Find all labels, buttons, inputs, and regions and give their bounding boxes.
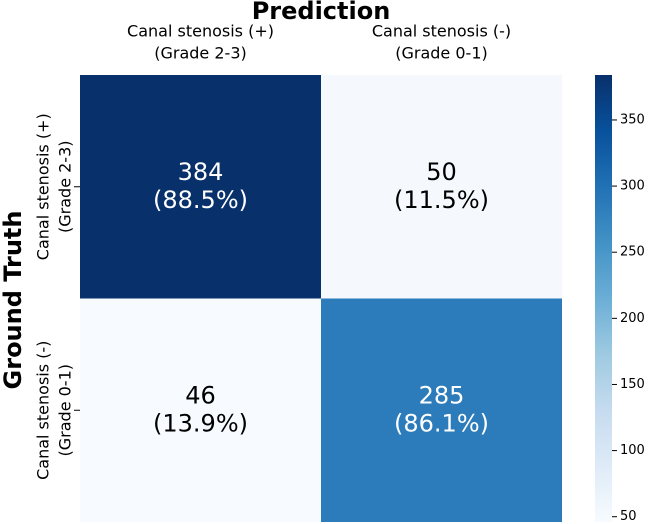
colorbar-tick-label: 200 [620,311,645,326]
cell-value: 50 [426,158,457,186]
heatmap-cell [321,75,562,299]
cell-percent: (86.1%) [394,409,489,437]
colorbar-tick-label: 100 [620,443,645,458]
cell-percent: (88.5%) [153,186,248,214]
y-axis-title: Ground Truth [0,211,27,390]
x-tick-label: (Grade 2-3) [154,44,246,63]
colorbar-tick-label: 150 [620,377,645,392]
cell-percent: (13.9%) [153,409,248,437]
heatmap-cell [321,298,562,522]
cell-value: 384 [178,158,224,186]
heatmap-cell [80,298,321,522]
cell-value: 46 [185,381,216,409]
y-tick-label: (Grade 2-3) [56,141,75,233]
x-tick-label: Canal stenosis (+) [127,22,274,41]
y-tick-label: Canal stenosis (+) [34,113,53,260]
x-tick-label: (Grade 0-1) [395,44,487,63]
x-axis-title: Prediction [252,0,391,25]
colorbar-tick-label: 250 [620,245,645,260]
colorbar [595,75,612,522]
colorbar-tick-label: 350 [620,112,645,127]
x-tick-label: Canal stenosis (-) [372,22,511,41]
y-tick-label: (Grade 0-1) [56,364,75,456]
colorbar-tick-label: 300 [620,179,645,194]
y-tick-label: Canal stenosis (-) [34,341,53,480]
cell-value: 285 [419,381,465,409]
heatmap-cell [80,75,321,299]
colorbar-tick-label: 50 [620,509,637,524]
cell-percent: (11.5%) [394,186,489,214]
